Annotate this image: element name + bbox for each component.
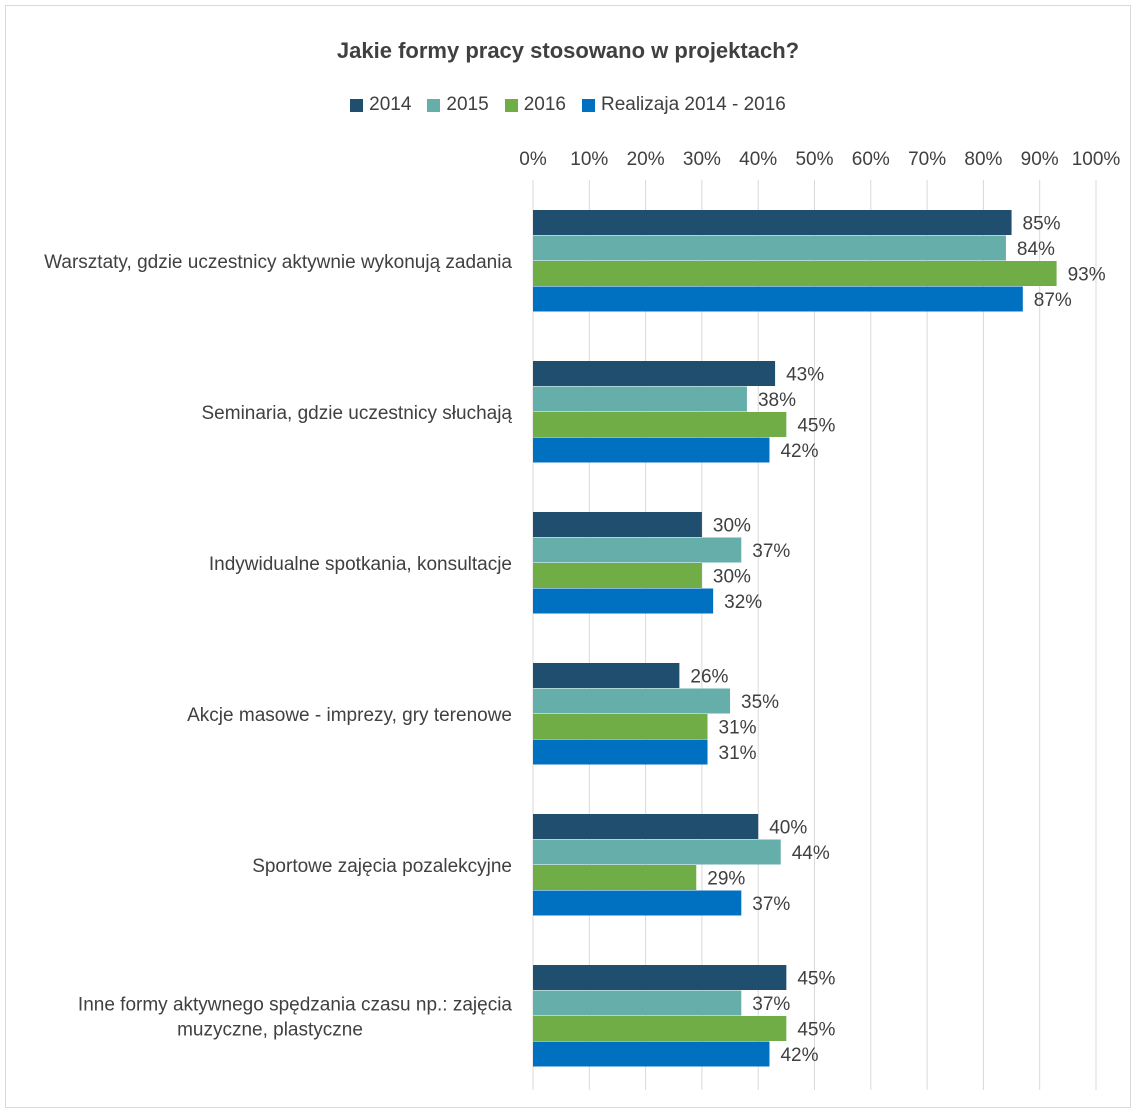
x-tick-label: 30%	[683, 149, 721, 170]
bar	[533, 688, 731, 714]
data-label: 45%	[797, 416, 835, 437]
bar	[533, 990, 742, 1016]
bar	[533, 714, 708, 739]
data-label: 30%	[713, 516, 751, 537]
bar	[533, 412, 787, 437]
data-label: 37%	[752, 894, 790, 915]
data-label: 45%	[797, 1020, 835, 1041]
bar	[533, 512, 702, 537]
data-label: 38%	[758, 390, 796, 411]
data-label: 84%	[1017, 239, 1055, 260]
legend-label: 2016	[523, 94, 566, 115]
legend-swatch	[350, 98, 364, 112]
data-label: 29%	[707, 869, 745, 890]
bar	[533, 739, 708, 765]
data-label: 87%	[1034, 290, 1072, 311]
data-label: 42%	[780, 1045, 818, 1066]
data-label: 35%	[741, 692, 779, 713]
x-tick-label: 50%	[795, 149, 833, 170]
legend-swatch	[504, 98, 518, 112]
bar	[533, 814, 759, 839]
category-label: Sportowe zajęcia pozalekcyjne	[252, 856, 512, 877]
legend-item: 2014	[350, 94, 411, 116]
data-label: 45%	[797, 969, 835, 990]
data-label: 32%	[724, 592, 762, 613]
legend-item: 2016	[504, 94, 566, 116]
bar	[533, 361, 776, 386]
bar	[533, 537, 742, 563]
bar	[533, 865, 697, 890]
bar	[533, 1041, 770, 1067]
bar	[533, 965, 787, 990]
category-label: Warsztaty, gdzie uczestnicy aktywnie wyk…	[44, 252, 512, 273]
bar	[533, 386, 747, 412]
category-label: muzyczne, plastyczne	[177, 1020, 363, 1041]
data-label: 42%	[780, 441, 818, 462]
category-label: Indywidualne spotkania, konsultacje	[209, 554, 512, 575]
bar	[533, 890, 742, 916]
legend-swatch	[427, 98, 441, 112]
bar	[533, 235, 1006, 261]
x-tick-label: 80%	[964, 149, 1002, 170]
x-tick-label: 60%	[852, 149, 890, 170]
legend: 2014 2015 2016 Realizaja 2014 - 2016	[0, 94, 1136, 116]
data-label: 30%	[713, 567, 751, 588]
category-label: Akcje masowe - imprezy, gry terenowe	[187, 705, 512, 726]
bar	[533, 210, 1012, 235]
x-tick-label: 100%	[1072, 149, 1121, 170]
data-label: 93%	[1068, 265, 1106, 286]
data-label: 40%	[769, 818, 807, 839]
x-tick-label: 40%	[739, 149, 777, 170]
legend-label: 2014	[369, 94, 412, 115]
data-label: 26%	[690, 667, 728, 688]
data-label: 31%	[719, 718, 757, 739]
legend-label: 2015	[446, 94, 489, 115]
x-tick-label: 90%	[1021, 149, 1059, 170]
chart-title: Jakie formy pracy stosowano w projektach…	[336, 38, 800, 63]
bar	[533, 286, 1023, 312]
category-label: Inne formy aktywnego spędzania czasu np.…	[78, 995, 513, 1016]
bar	[533, 563, 702, 588]
legend-item: 2015	[427, 94, 489, 116]
data-label: 43%	[786, 365, 824, 386]
legend-swatch	[581, 98, 595, 112]
x-tick-label: 70%	[908, 149, 946, 170]
bar	[533, 1016, 787, 1041]
bar	[533, 663, 680, 688]
data-label: 85%	[1023, 214, 1061, 235]
x-tick-label: 0%	[519, 149, 547, 170]
data-label: 37%	[752, 541, 790, 562]
x-tick-label: 10%	[570, 149, 608, 170]
bar	[533, 437, 770, 463]
bar	[533, 588, 714, 614]
category-label: Seminaria, gdzie uczestnicy słuchają	[202, 403, 513, 424]
bar	[533, 261, 1057, 286]
data-label: 44%	[792, 843, 830, 864]
data-label: 37%	[752, 994, 790, 1015]
legend-item: Realizaja 2014 - 2016	[581, 94, 786, 116]
x-tick-label: 20%	[627, 149, 665, 170]
legend-label: Realizaja 2014 - 2016	[600, 94, 786, 115]
bar	[533, 839, 781, 865]
data-label: 31%	[719, 743, 757, 764]
